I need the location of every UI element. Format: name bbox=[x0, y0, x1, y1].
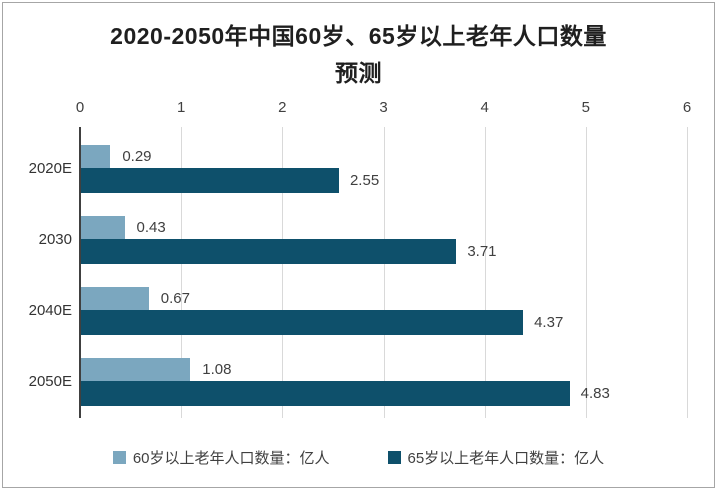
value-label-60-plus: 0.29 bbox=[122, 148, 152, 165]
legend-item: 60岁以上老年人口数量：亿人 bbox=[112, 447, 330, 468]
category-label: 2020E bbox=[28, 160, 72, 177]
bar-60-plus bbox=[81, 358, 191, 381]
gridline bbox=[586, 127, 587, 418]
bar-65-plus bbox=[81, 168, 339, 193]
category-label: 2040E bbox=[28, 302, 72, 319]
bar-65-plus bbox=[81, 381, 570, 406]
value-label-60-plus: 1.08 bbox=[202, 361, 232, 378]
chart-title: 2020-2050年中国60岁、65岁以上老年人口数量 预测 bbox=[0, 18, 717, 92]
bar-65-plus bbox=[81, 239, 457, 264]
gridline bbox=[384, 127, 385, 418]
bar-60-plus bbox=[81, 145, 111, 168]
legend-swatch bbox=[387, 450, 401, 464]
legend-item: 65岁以上老年人口数量：亿人 bbox=[387, 447, 605, 468]
chart-title-line-2: 预测 bbox=[335, 60, 382, 86]
bar-60-plus bbox=[81, 287, 149, 310]
gridline bbox=[181, 127, 182, 418]
gridline bbox=[282, 127, 283, 418]
x-axis-tick-label: 0 bbox=[75, 99, 85, 116]
x-axis-tick-label: 2 bbox=[278, 99, 287, 116]
gridline bbox=[687, 127, 688, 418]
legend-label: 65岁以上老年人口数量：亿人 bbox=[407, 449, 605, 467]
legend-swatch bbox=[112, 450, 126, 464]
category-label: 2050E bbox=[28, 373, 72, 390]
value-label-65-plus: 2.55 bbox=[349, 172, 380, 189]
legend: 60岁以上老年人口数量：亿人 65岁以上老年人口数量：亿人 bbox=[0, 444, 717, 470]
y-axis-line bbox=[79, 127, 81, 418]
value-label-65-plus: 4.83 bbox=[580, 385, 610, 402]
gridline bbox=[485, 127, 486, 418]
bar-60-plus bbox=[81, 216, 125, 239]
bar-65-plus bbox=[81, 310, 524, 335]
category-label: 2030 bbox=[38, 231, 72, 248]
x-axis-tick-label: 5 bbox=[581, 99, 590, 116]
chart-title-line-1: 2020-2050年中国60岁、65岁以上老年人口数量 bbox=[110, 23, 607, 49]
value-label-65-plus: 4.37 bbox=[534, 314, 564, 331]
value-label-65-plus: 3.71 bbox=[467, 243, 497, 260]
value-label-60-plus: 0.43 bbox=[136, 219, 166, 236]
legend-label: 60岁以上老年人口数量：亿人 bbox=[132, 449, 330, 467]
x-axis-tick-label: 1 bbox=[176, 99, 186, 116]
x-axis-tick-label: 4 bbox=[480, 99, 489, 116]
x-axis-tick-label: 3 bbox=[379, 99, 388, 116]
value-label-60-plus: 0.67 bbox=[160, 290, 190, 307]
x-axis-tick-label: 6 bbox=[682, 99, 692, 116]
